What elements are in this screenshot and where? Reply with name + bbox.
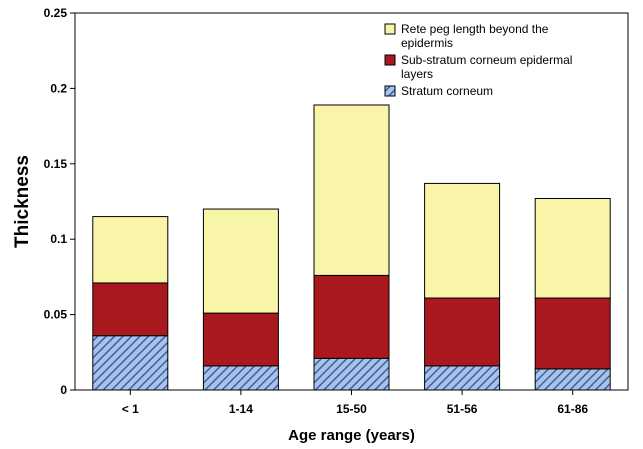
- bar-segment: [92, 335, 169, 391]
- y-tick-label: 0.15: [44, 157, 68, 171]
- bar-segment: [202, 208, 279, 314]
- legend-swatch: [384, 54, 396, 66]
- legend-label: layers: [401, 67, 433, 81]
- y-tick-label: 0.05: [44, 308, 68, 322]
- legend-label: Rete peg length beyond the: [401, 22, 549, 36]
- y-tick-label: 0.2: [50, 81, 67, 95]
- x-tick-label: 15-50: [336, 402, 367, 416]
- bar-segment: [202, 365, 279, 391]
- x-tick-label: 51-56: [447, 402, 478, 416]
- bar-segment: [313, 104, 390, 276]
- legend-swatch: [384, 23, 396, 35]
- legend-label: Sub-stratum corneum epidermal: [401, 53, 572, 67]
- x-tick-label: < 1: [122, 402, 139, 416]
- bar-segment: [202, 312, 279, 367]
- bar-segment: [424, 182, 501, 299]
- legend-label: Stratum corneum: [401, 84, 493, 98]
- bar-segment: [424, 297, 501, 367]
- bars-group: [92, 104, 611, 391]
- y-axis-title: Thickness: [12, 155, 33, 248]
- bar-segment: [92, 216, 169, 284]
- bar-segment: [313, 357, 390, 391]
- bar-segment: [92, 282, 169, 337]
- legend-swatch: [384, 85, 396, 97]
- y-tick-label: 0.25: [44, 6, 68, 20]
- bar-segment: [534, 197, 611, 299]
- x-tick-label: 1-14: [229, 402, 253, 416]
- axes-group: 0 0.05 0.1 0.15 0.2 0.25 < 1 1-14 15-50 51-56 61-8…: [44, 6, 589, 416]
- legend-label: epidermis: [401, 36, 453, 50]
- bar-segment: [424, 365, 501, 391]
- bar-segment: [534, 297, 611, 370]
- bar-segment: [313, 274, 390, 359]
- x-tick-label: 61-86: [557, 402, 588, 416]
- y-tick-label: 0.1: [50, 232, 67, 246]
- y-tick-label: 0: [60, 383, 67, 397]
- bar-segment: [534, 368, 611, 391]
- x-axis-title: Age range (years): [288, 427, 415, 444]
